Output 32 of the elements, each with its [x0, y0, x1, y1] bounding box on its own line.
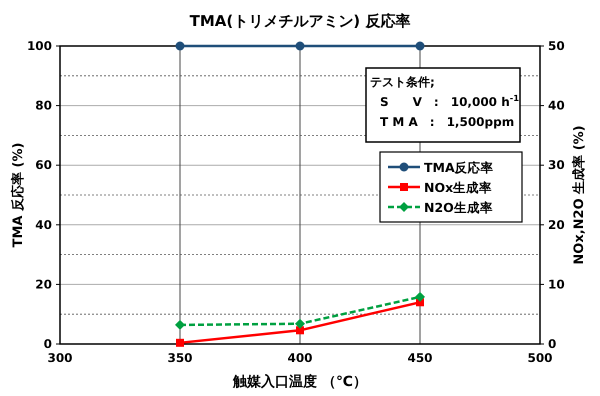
y-tick-label: 100 [26, 39, 52, 53]
x-tick-label: 450 [407, 351, 433, 365]
y2-axis-title: NOx,N2O 生成率 (%) [571, 125, 587, 265]
y2-tick-label: 20 [548, 218, 565, 232]
x-axis-title: 触媒入口温度 （℃） [232, 373, 367, 390]
y-tick-label: 80 [35, 98, 52, 113]
legend-label: TMA反応率 [424, 160, 494, 175]
x-tick-label: 400 [287, 351, 313, 365]
y2-tick-label: 40 [548, 98, 565, 113]
legend-label: NOx生成率 [424, 180, 492, 195]
y2-tick-label: 0 [548, 337, 556, 351]
annotation: S V : 10,000 h$^{-1}$ [380, 93, 520, 109]
y-tick-label: 20 [35, 277, 52, 292]
legend-label: N2O生成率 [424, 200, 493, 215]
x-tick-label: 300 [47, 351, 73, 365]
point [296, 326, 304, 334]
point [175, 320, 185, 330]
annotation: テスト条件; [370, 75, 435, 89]
x-tick-label: 350 [167, 351, 193, 365]
y2-tick-label: 30 [548, 158, 565, 172]
chart-title: TMA(トリメチルアミン) 反応率 [190, 12, 410, 30]
y-tick-label: 40 [35, 218, 52, 232]
y2-tick-label: 10 [548, 277, 565, 292]
point [295, 318, 305, 329]
y-axis-title: TMA 反応率 (%) [10, 142, 26, 248]
x-tick-label: 500 [527, 351, 553, 365]
point [415, 292, 425, 302]
point [176, 338, 184, 347]
y-tick-label: 0 [44, 337, 52, 351]
y2-tick-label: 50 [548, 39, 565, 53]
annotation: T M A : 1,500ppm [380, 115, 514, 129]
y-tick-label: 60 [35, 158, 52, 172]
